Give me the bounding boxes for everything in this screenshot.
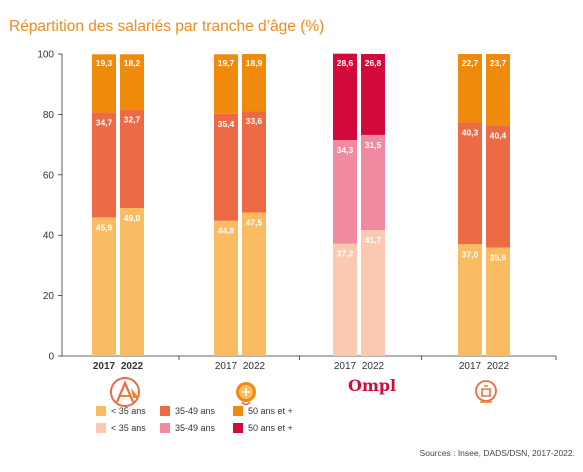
data-label: 44,8 — [218, 226, 235, 236]
legend-swatch — [96, 406, 106, 416]
x-tick-label: 2017 — [215, 361, 238, 372]
legend-item: 35-49 ans — [160, 406, 215, 416]
bar-segment — [214, 113, 238, 221]
bar-segment — [242, 212, 266, 356]
stacked-bar-chart: 0 20 40 60 80 100 45,9 34,7 19,3 2017 49,0 32,7 18,2… — [37, 50, 557, 372]
architects-logo-icon — [107, 374, 147, 410]
data-label: 35,9 — [490, 253, 507, 263]
legend-label: < 35 ans — [111, 406, 146, 416]
data-label: 40,3 — [462, 128, 479, 138]
bar-segment — [214, 220, 238, 356]
data-label: 34,7 — [96, 118, 113, 128]
ompl-logo-icon: Ompl — [344, 372, 400, 408]
data-label: 19,3 — [96, 58, 113, 68]
bar-segment — [458, 244, 482, 356]
doctor-logo-icon — [468, 376, 508, 412]
data-label: 34,3 — [337, 145, 354, 155]
legend-swatch — [233, 423, 243, 433]
data-label: 32,7 — [124, 114, 141, 124]
bar-segment — [458, 54, 482, 123]
data-label: 19,7 — [218, 58, 235, 68]
data-label: 37,0 — [462, 249, 479, 259]
data-label: 28,6 — [337, 58, 354, 68]
bar-segment — [120, 109, 144, 209]
bar-segment — [361, 54, 385, 135]
legend-swatch — [160, 406, 170, 416]
source-note: Sources : Insee, DADS/DSN, 2017-2022. — [419, 448, 575, 458]
legend-label: 50 ans et + — [248, 423, 293, 433]
bar-segment — [333, 140, 357, 244]
chart-title: Répartition des salariés par tranche d’â… — [9, 18, 325, 35]
legend-item: < 35 ans — [96, 423, 146, 433]
shield-logo-icon — [228, 376, 268, 412]
data-label: 31,5 — [365, 140, 382, 150]
bar-segment — [92, 112, 116, 218]
legend-item: 35-49 ans — [160, 423, 215, 433]
bar-segment — [486, 247, 510, 356]
legend-swatch — [233, 406, 243, 416]
legend-swatch — [96, 423, 106, 433]
bar-segment — [92, 54, 116, 113]
legend-item: < 35 ans — [96, 406, 146, 416]
data-label: 37,2 — [337, 249, 354, 259]
data-label: 33,6 — [246, 116, 263, 126]
legend: < 35 ans 35-49 ans 50 ans et + < 35 ans … — [96, 406, 356, 446]
x-tick-label: 2022 — [243, 361, 266, 372]
bar-segment — [214, 54, 238, 114]
legend-swatch — [160, 423, 170, 433]
y-tick-label: 100 — [37, 50, 54, 61]
x-tick-label: 2022 — [362, 361, 385, 372]
bar-segment — [92, 217, 116, 356]
bar-segment — [458, 122, 482, 245]
data-label: 47,5 — [246, 218, 263, 228]
bar-segment — [486, 125, 510, 248]
y-tick-label: 20 — [43, 291, 55, 302]
data-label: 26,8 — [365, 58, 382, 68]
legend-item: 50 ans et + — [233, 423, 293, 433]
bar-segment — [333, 53, 357, 141]
data-label: 45,9 — [96, 222, 113, 232]
data-label: 22,7 — [462, 58, 479, 68]
bar-segment — [361, 134, 385, 231]
y-tick-label: 40 — [43, 231, 55, 242]
data-label: 23,7 — [490, 58, 507, 68]
bar-segment — [120, 54, 144, 110]
x-tick-label: 2017 — [93, 361, 116, 372]
legend-label: 35-49 ans — [175, 423, 216, 433]
data-label: 35,4 — [218, 119, 235, 129]
data-label: 18,9 — [246, 58, 263, 68]
data-label: 18,2 — [124, 58, 141, 68]
y-tick-label: 80 — [43, 110, 55, 121]
bar-segment — [242, 111, 266, 213]
bar-segment — [361, 230, 385, 356]
x-tick-label: 2022 — [487, 361, 510, 372]
data-label: 49,0 — [124, 213, 141, 223]
data-label: 41,7 — [365, 235, 382, 245]
bar-segment — [120, 208, 144, 356]
ompl-logo-text: Ompl — [348, 376, 396, 395]
y-tick-label: 0 — [48, 352, 54, 363]
y-tick-label: 60 — [43, 170, 55, 181]
bar-segment — [333, 243, 357, 356]
legend-label: 35-49 ans — [175, 406, 216, 416]
legend-item: 50 ans et + — [233, 406, 293, 416]
x-tick-label: 2017 — [459, 361, 482, 372]
x-tick-label: 2017 — [334, 361, 357, 372]
legend-label: 50 ans et + — [248, 406, 293, 416]
bar-segment — [242, 54, 266, 112]
legend-label: < 35 ans — [111, 423, 146, 433]
data-label: 40,4 — [490, 131, 507, 141]
bar-segment — [486, 54, 510, 126]
x-tick-label: 2022 — [121, 361, 144, 372]
